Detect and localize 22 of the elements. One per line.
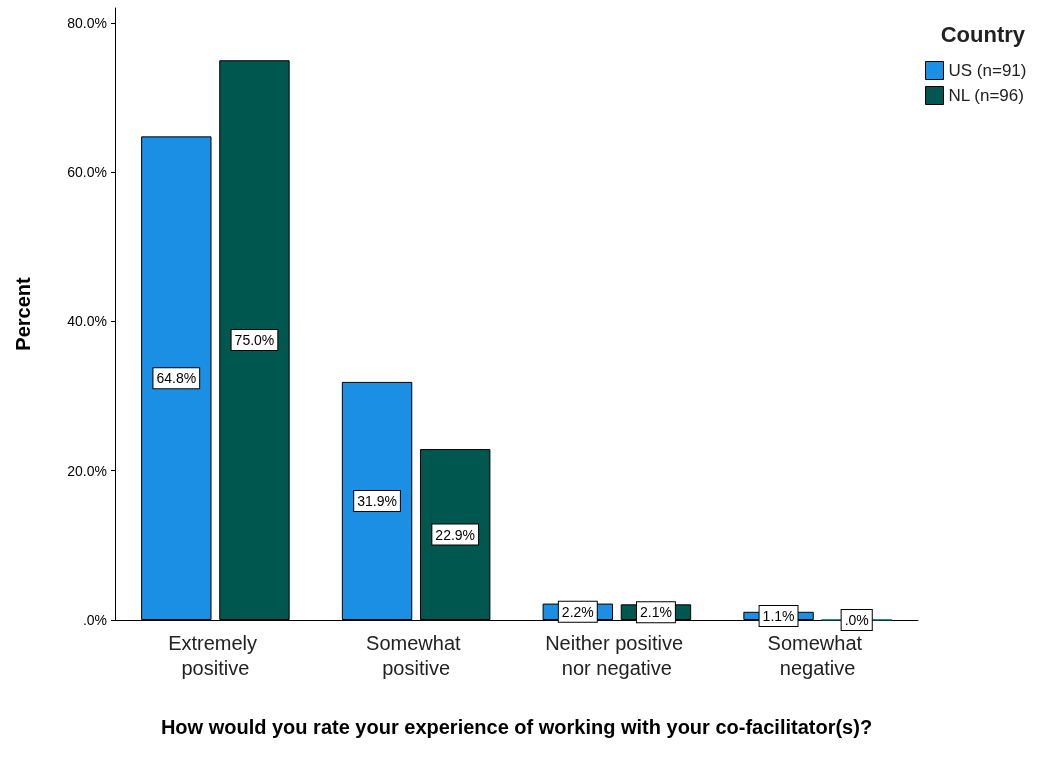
- legend-label: NL (n=96): [948, 86, 1024, 105]
- data-label: 31.9%: [357, 492, 397, 509]
- x-tick-label: Extremely positive: [168, 631, 263, 679]
- data-label: 75.0%: [234, 332, 275, 349]
- y-tick-label: 60.0%: [67, 164, 107, 181]
- x-tick-label: Somewhat positive: [366, 631, 467, 679]
- y-tick-label: .0%: [82, 612, 107, 628]
- x-tick-label: Somewhat negative: [767, 631, 868, 679]
- data-label: 2.1%: [639, 604, 672, 621]
- y-tick-label: 20.0%: [67, 462, 107, 479]
- data-label: 64.8%: [156, 370, 197, 387]
- data-label: .0%: [844, 612, 869, 628]
- data-label: 22.9%: [435, 526, 476, 543]
- data-label: 1.1%: [762, 607, 795, 624]
- y-tick-label: 40.0%: [67, 313, 107, 330]
- data-label: 2.2%: [561, 603, 594, 620]
- y-tick-label: 80.0%: [67, 14, 107, 31]
- y-axis-title: Percent: [12, 276, 34, 351]
- x-tick-label: Neither positive nor negative: [545, 631, 689, 679]
- x-axis-title: How would you rate your experience of working with your co-facilitator(s)?: [160, 716, 873, 738]
- legend-title: Country: [940, 21, 1026, 47]
- legend-label: US (n=91): [948, 61, 1027, 80]
